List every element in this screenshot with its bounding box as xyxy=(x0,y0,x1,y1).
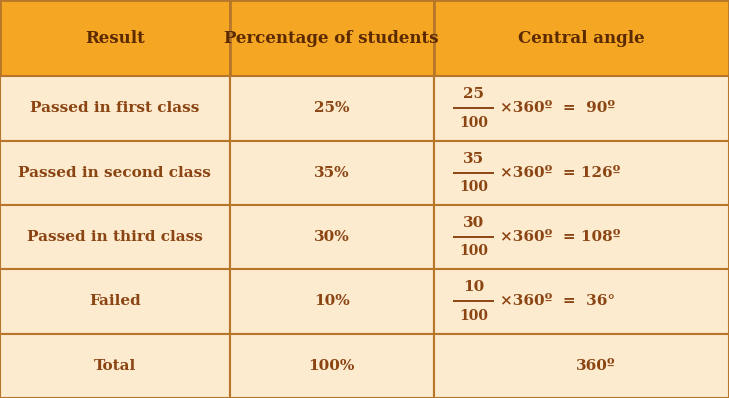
Text: 100: 100 xyxy=(459,308,488,323)
Bar xyxy=(434,140,729,205)
Text: 360º: 360º xyxy=(576,359,616,373)
Bar xyxy=(0,76,230,140)
Bar xyxy=(0,140,230,205)
Bar xyxy=(434,0,729,76)
Text: 100: 100 xyxy=(459,180,488,194)
Text: 25: 25 xyxy=(464,87,484,101)
Bar xyxy=(230,76,434,140)
Bar xyxy=(230,0,434,76)
Text: 30%: 30% xyxy=(313,230,350,244)
Text: 10: 10 xyxy=(463,280,485,295)
Bar xyxy=(434,269,729,334)
Text: ×360º  = 108º: ×360º = 108º xyxy=(500,230,620,244)
Text: Central angle: Central angle xyxy=(518,29,644,47)
Text: ×360º  =  36°: ×360º = 36° xyxy=(500,295,615,308)
Bar xyxy=(0,205,230,269)
Text: Passed in second class: Passed in second class xyxy=(18,166,211,180)
Text: 100: 100 xyxy=(459,244,488,258)
Bar xyxy=(230,334,434,398)
Bar xyxy=(434,76,729,140)
Text: 100%: 100% xyxy=(308,359,355,373)
Bar xyxy=(0,334,230,398)
Text: 35%: 35% xyxy=(314,166,349,180)
Text: Total: Total xyxy=(94,359,136,373)
Text: 10%: 10% xyxy=(313,295,350,308)
Text: Passed in third class: Passed in third class xyxy=(27,230,203,244)
Bar xyxy=(230,269,434,334)
Text: 35: 35 xyxy=(464,152,484,166)
Bar xyxy=(0,269,230,334)
Text: Percentage of students: Percentage of students xyxy=(225,29,439,47)
Text: Failed: Failed xyxy=(89,295,141,308)
Text: 30: 30 xyxy=(463,216,485,230)
Bar xyxy=(230,140,434,205)
Bar xyxy=(230,205,434,269)
Text: ×360º  = 126º: ×360º = 126º xyxy=(500,166,620,180)
Bar xyxy=(434,205,729,269)
Text: ×360º  =  90º: ×360º = 90º xyxy=(500,101,615,115)
Bar xyxy=(434,334,729,398)
Text: 100: 100 xyxy=(459,115,488,130)
Text: 25%: 25% xyxy=(314,101,349,115)
Bar xyxy=(0,0,230,76)
Text: Result: Result xyxy=(85,29,144,47)
Text: Passed in first class: Passed in first class xyxy=(30,101,200,115)
